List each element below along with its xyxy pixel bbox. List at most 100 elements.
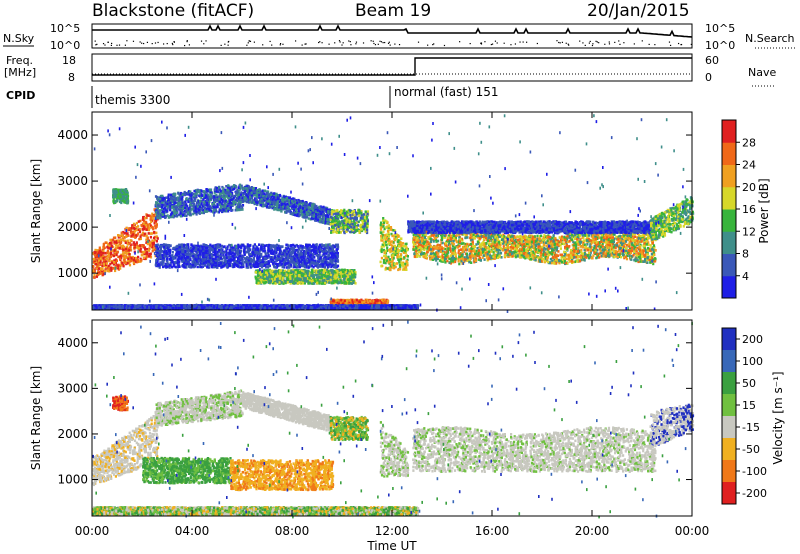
echo-cell [200,259,203,262]
echo-cell [121,235,124,239]
echo-cell [186,249,189,253]
echo-cell [206,246,209,250]
echo-cell [195,192,198,195]
echo-cell [185,266,188,269]
echo-cell [334,262,337,266]
echo-cell [331,252,334,255]
noise-traces [92,24,693,47]
echo-cell [298,265,301,269]
echo-cell [232,263,236,267]
noise-search-point [433,43,435,45]
echo-cell [239,257,242,260]
echo-cell [353,217,356,220]
echo-cell [229,251,232,255]
echo-cell [227,256,230,259]
echo-cell [205,244,208,247]
noise-search-point [184,44,186,47]
noise-search-point [220,44,222,46]
echo-cell [126,229,129,232]
echo-cell [331,264,334,267]
echo-cell [109,238,112,242]
echo-cell [301,199,304,203]
echo-cell [272,250,275,253]
echo-cell [300,260,303,264]
echo-cell [283,249,286,252]
echo-cell [102,269,105,273]
echo-cell [216,253,219,256]
echo-cell [209,262,212,266]
echo-cell [175,207,178,211]
echo-cell [134,243,137,246]
echo-cell [288,256,291,260]
echo-cell [247,185,250,188]
echo-cell [207,207,210,211]
echo-cell [97,264,100,268]
echo-cell [209,246,212,250]
freq-left-label-1: Freq. [6,54,33,67]
echo-cell [201,247,204,251]
echo-cell [176,252,179,255]
echo-cell [236,265,240,268]
echo-cell [313,256,316,259]
echo-cell [247,261,250,265]
noise-search-point [107,41,109,43]
echo-cell [252,186,255,190]
echo-cell [323,265,327,269]
noise-search-point [618,40,620,42]
echo-cell [96,252,99,256]
echo-cell [135,243,138,246]
noise-search-point [514,43,517,45]
echo-cell [160,244,163,247]
echo-cell [150,220,153,223]
echo-cell [251,196,254,200]
echo-cell [130,227,133,230]
echo-cell [228,262,231,266]
echo-cell [290,250,293,254]
echo-cell [272,196,275,200]
echo-cell [276,257,279,260]
echo-cell [169,213,173,216]
echo-cell [112,201,116,205]
echo-cell [106,249,109,253]
echo-cell [320,246,323,249]
echo-cell [186,247,189,251]
echo-cell [276,243,279,247]
echo-cell [329,263,332,266]
echo-cell [285,266,289,269]
echo-cell [227,184,230,187]
echo-cell [249,195,252,199]
echo-cell [96,262,100,265]
echo-cell [248,193,251,196]
echo-cell [271,256,274,259]
echo-cell [158,266,161,269]
echo-cell [172,264,176,268]
echo-cell [132,226,136,230]
echo-cell [320,220,323,224]
echo-cell [307,244,310,248]
echo-cell [322,252,325,256]
echo-cell [177,257,180,261]
noise-search-point [588,42,590,44]
echo-cell [293,258,296,261]
noise-search-point [132,40,135,42]
echo-cell [293,205,297,209]
echo-cell [244,196,247,199]
echo-cell [187,257,191,261]
echo-cell [109,250,112,254]
echo-cell [178,248,181,251]
echo-cell [116,246,119,250]
echo-cell [131,224,134,227]
echo-cell [229,246,232,250]
noise-search-point [561,41,564,43]
echo-cell [156,257,159,261]
echo-cell [148,226,151,230]
echo-cell [169,261,172,265]
echo-cell [319,218,322,221]
echo-cell [232,257,235,260]
echo-cell [252,256,255,260]
echo-cell [146,225,149,229]
echo-cell [322,264,325,268]
echo-cell [134,256,138,260]
echo-cell [288,263,291,267]
echo-cell [93,268,96,272]
